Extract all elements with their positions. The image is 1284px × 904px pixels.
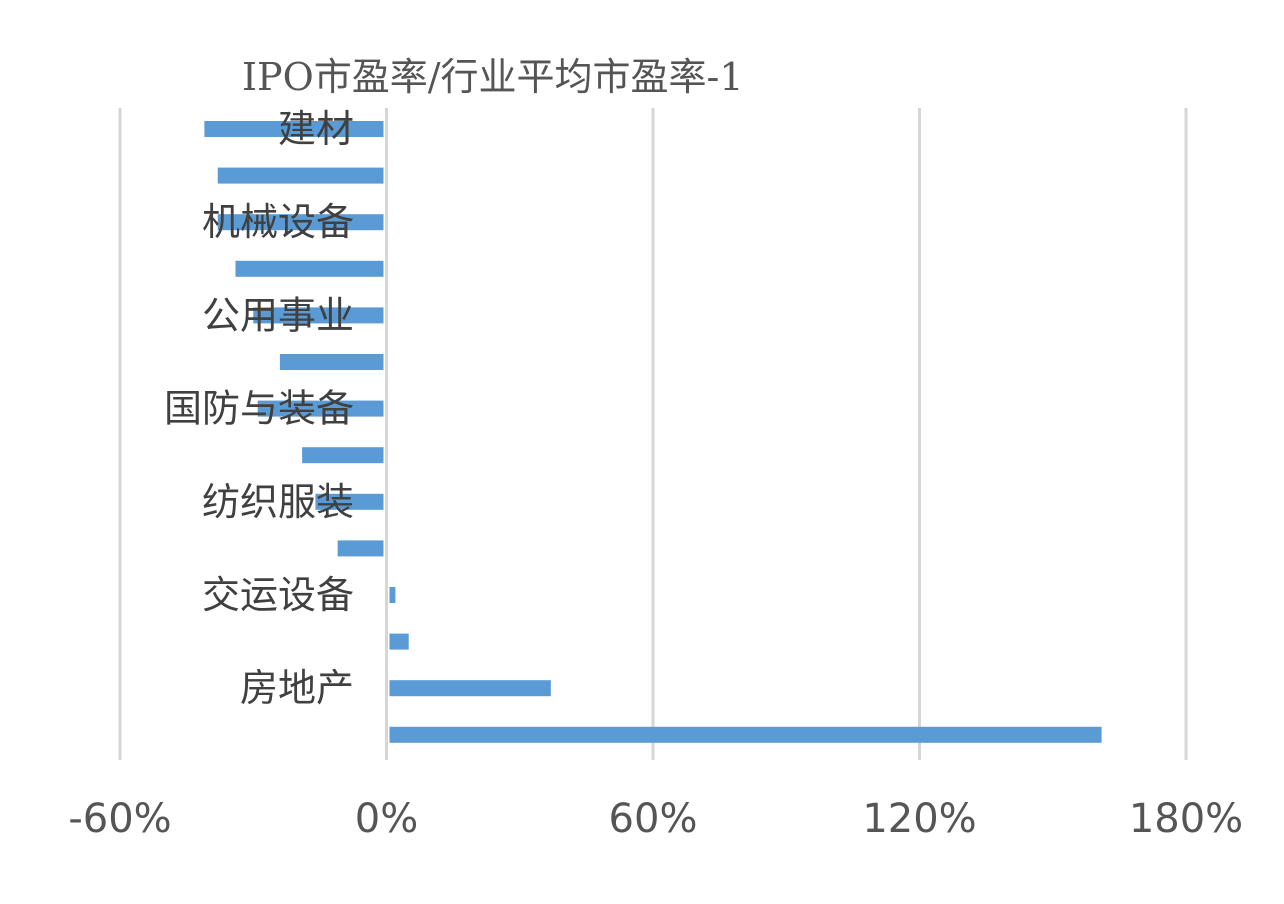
gridlines xyxy=(118,108,1188,760)
category-label: 房地产 xyxy=(240,666,354,710)
category-label: 机械设备 xyxy=(202,200,354,244)
x-tick-label: 0% xyxy=(355,796,418,842)
category-label: 交运设备 xyxy=(202,573,354,617)
category-label: 建材 xyxy=(278,107,354,151)
category-label: 国防与装备 xyxy=(164,387,354,431)
bar xyxy=(279,354,384,370)
bar xyxy=(204,121,384,137)
bar xyxy=(257,400,384,417)
bar xyxy=(389,587,396,603)
bar xyxy=(217,214,384,231)
bar xyxy=(253,307,384,324)
bar xyxy=(389,726,1102,743)
bar xyxy=(302,447,384,464)
bar xyxy=(389,680,551,697)
x-tick-label: 180% xyxy=(1129,796,1243,842)
chart-title: IPO市盈率/行业平均市盈率-1 xyxy=(242,55,744,99)
x-tick-label: -60% xyxy=(68,796,171,842)
x-tick-label: 120% xyxy=(862,796,976,842)
category-label: 纺织服装 xyxy=(202,480,354,524)
bars xyxy=(204,121,1102,743)
bar xyxy=(315,493,384,510)
bar xyxy=(337,540,384,557)
bar xyxy=(389,633,409,650)
x-tick-label: 60% xyxy=(609,796,698,842)
x-axis-tick-labels: -60% 0% 60% 120% 180% xyxy=(68,796,1243,842)
category-label: 公用事业 xyxy=(202,293,354,337)
bar xyxy=(217,167,384,184)
bar xyxy=(235,260,384,277)
